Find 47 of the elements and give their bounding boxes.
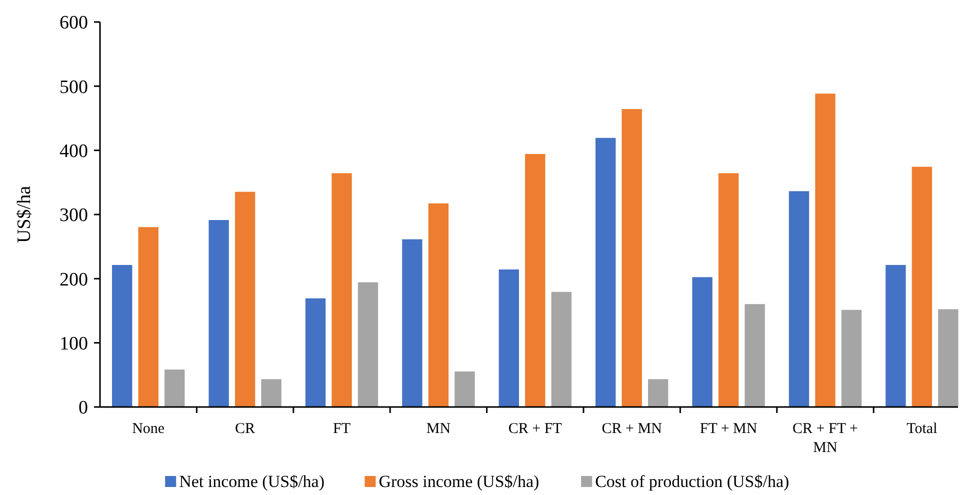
y-tick-label: 400	[60, 140, 88, 162]
bar	[524, 153, 546, 408]
bar	[647, 378, 669, 408]
bar	[814, 92, 836, 408]
bar	[691, 276, 714, 408]
x-tick-label: CR	[235, 421, 256, 437]
bar	[164, 368, 186, 408]
bar	[357, 281, 379, 408]
y-tick-label: 100	[60, 333, 88, 354]
bar	[937, 308, 960, 408]
bar	[330, 172, 353, 408]
bar	[911, 166, 933, 408]
bar	[718, 172, 740, 408]
x-tick-label: Total	[906, 421, 938, 437]
y-tick-label: 600	[60, 12, 88, 34]
legend-label: Cost of production (US$/ha)	[595, 472, 790, 491]
bar	[137, 226, 160, 408]
bar	[594, 137, 616, 408]
bar	[498, 268, 520, 408]
bar	[260, 378, 282, 408]
bar	[454, 370, 476, 408]
x-tick-label: CR + FT + MN	[792, 421, 858, 456]
bar	[234, 191, 256, 408]
y-axis-title: US$/ha	[14, 185, 35, 243]
y-tick-label: 200	[60, 269, 88, 290]
x-tick-label: FT	[332, 421, 351, 437]
x-tick-label: None	[132, 421, 165, 437]
bar	[744, 303, 766, 408]
bar	[550, 291, 572, 408]
bar	[208, 219, 230, 408]
bar	[401, 238, 424, 408]
y-tick-label: 500	[60, 76, 88, 98]
bar	[111, 264, 133, 408]
bar	[884, 264, 907, 408]
x-tick-label: FT + MN	[700, 421, 758, 437]
x-tick-label: CR + FT	[508, 421, 562, 437]
legend-label: Gross income (US$/ha)	[378, 472, 540, 491]
bar	[428, 202, 450, 408]
y-tick-label: 300	[60, 205, 88, 226]
x-tick-label: MN	[426, 421, 451, 437]
bar	[840, 309, 862, 408]
bar	[304, 298, 326, 408]
x-tick-label: CR + MN	[602, 421, 662, 437]
legend-label: Net income (US$/ha)	[179, 472, 325, 491]
bar	[788, 190, 810, 408]
y-tick-label: 0	[78, 398, 88, 419]
bar	[620, 108, 643, 408]
